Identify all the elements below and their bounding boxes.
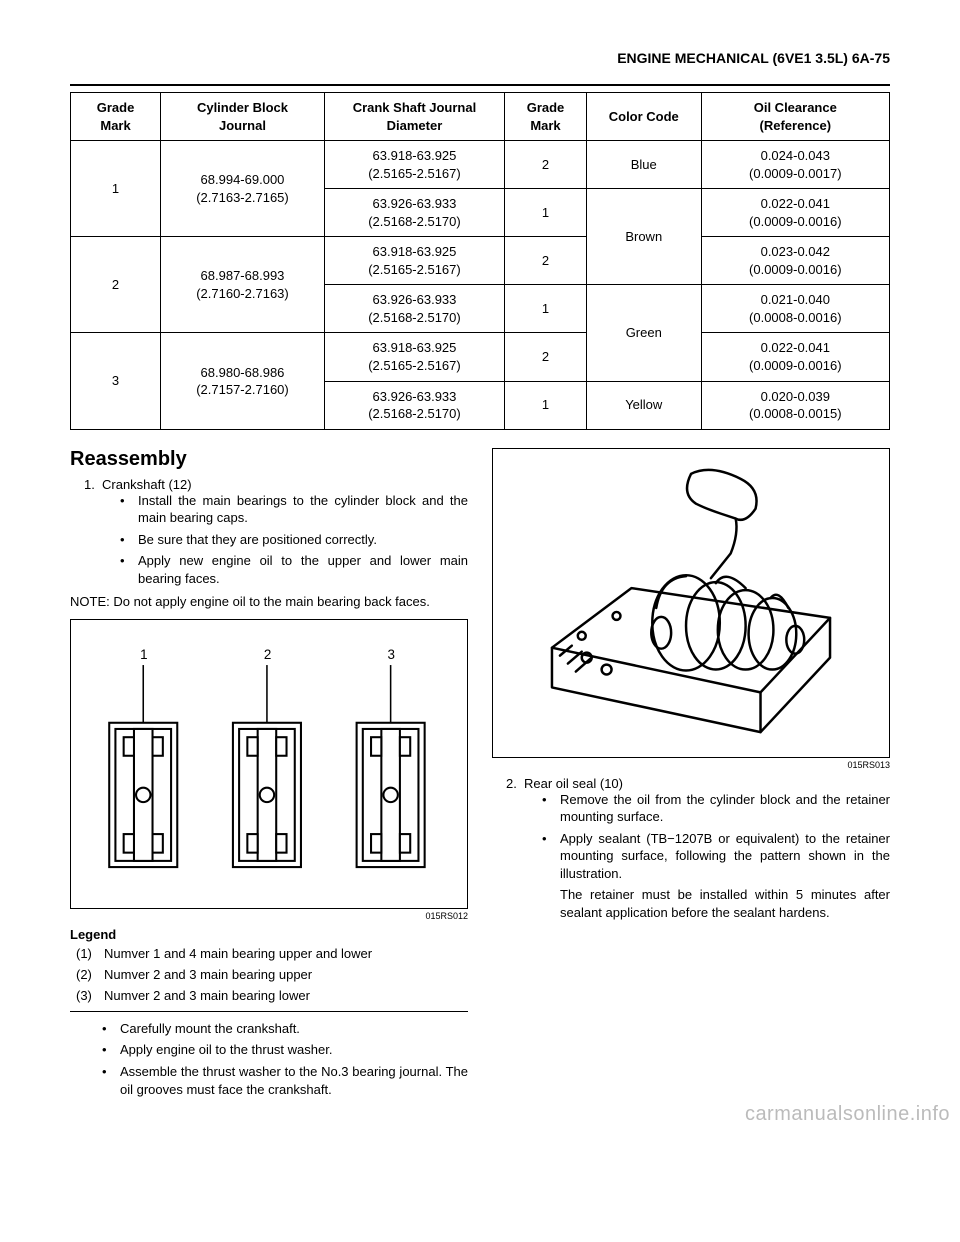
bullet: Apply engine oil to the thrust washer. [102,1041,468,1059]
step-2: 2. Rear oil seal (10) Remove the oil fro… [506,776,890,922]
cell-gm2: 1 [505,189,587,237]
cell-cbj: 68.987-68.993(2.7160-2.7163) [161,237,325,333]
cell-gm2: 1 [505,285,587,333]
bullet: Be sure that they are positioned correct… [120,531,468,549]
cell-cbj: 68.980-68.986(2.7157-2.7160) [161,333,325,429]
cell-gm1: 1 [71,141,161,237]
cell-clr: 0.020-0.039(0.0008-0.0015) [701,381,889,429]
section-title: Reassembly [70,448,468,471]
fig1-caption: 015RS012 [70,911,468,921]
body-columns: Reassembly 1. Crankshaft (12) Install th… [70,448,890,1102]
bearing-diagram-icon: 1 2 3 [81,630,457,898]
step-title: Crankshaft (12) [102,477,192,492]
figure-1: 1 2 3 [70,619,468,909]
cell-color: Green [586,285,701,381]
fig1-label-3: 3 [388,647,395,662]
cell-color: Blue [586,141,701,189]
legend-title: Legend [70,927,468,942]
table-row: 1 68.994-69.000(2.7163-2.7165) 63.918-63… [71,141,890,189]
cell-csjd: 63.926-63.933(2.5168-2.5170) [324,381,504,429]
legend-item: (1)Numver 1 and 4 main bearing upper and… [76,946,468,961]
table-row: 2 68.987-68.993(2.7160-2.7163) 63.918-63… [71,237,890,285]
step-num: 2. [506,776,517,791]
cell-csjd: 63.918-63.925(2.5165-2.5167) [324,333,504,381]
divider [70,1011,468,1012]
cell-color: Brown [586,189,701,285]
legend-item: (2)Numver 2 and 3 main bearing upper [76,967,468,982]
cell-csjd: 63.918-63.925(2.5165-2.5167) [324,237,504,285]
cell-gm2: 2 [505,237,587,285]
cell-cbj: 68.994-69.000(2.7163-2.7165) [161,141,325,237]
cell-clr: 0.021-0.040(0.0008-0.0016) [701,285,889,333]
fig2-caption: 015RS013 [492,760,890,770]
fig1-label-2: 2 [264,647,271,662]
th-color-code: Color Code [586,93,701,141]
legend-item: (3)Numver 2 and 3 main bearing lower [76,988,468,1003]
page-header: ENGINE MECHANICAL (6VE1 3.5L) 6A-75 [70,50,890,66]
figure-2 [492,448,890,758]
cell-csjd: 63.926-63.933(2.5168-2.5170) [324,189,504,237]
cell-clr: 0.024-0.043(0.0009-0.0017) [701,141,889,189]
cell-gm2: 2 [505,141,587,189]
spec-table: GradeMark Cylinder BlockJournal Crank Sh… [70,92,890,430]
step1b-bullets: Carefully mount the crankshaft. Apply en… [70,1020,468,1098]
bullet: Apply sealant (TB−1207B or equivalent) t… [542,830,890,883]
bullet: Apply new engine oil to the upper and lo… [120,552,468,587]
cell-gm1: 3 [71,333,161,429]
step-list-2: 2. Rear oil seal (10) Remove the oil fro… [492,776,890,922]
cell-gm2: 2 [505,333,587,381]
bullet: Assemble the thrust washer to the No.3 b… [102,1063,468,1098]
cell-color: Yellow [586,381,701,429]
page: ENGINE MECHANICAL (6VE1 3.5L) 6A-75 Grad… [0,0,960,1132]
legend-list: (1)Numver 1 and 4 main bearing upper and… [70,946,468,1003]
cell-clr: 0.022-0.041(0.0009-0.0016) [701,333,889,381]
note-text: NOTE: Do not apply engine oil to the mai… [70,593,468,611]
left-column: Reassembly 1. Crankshaft (12) Install th… [70,448,468,1102]
step-num: 1. [84,477,95,492]
th-oil-clearance: Oil Clearance(Reference) [701,93,889,141]
crankshaft-assembly-icon [503,459,879,747]
cell-csjd: 63.926-63.933(2.5168-2.5170) [324,285,504,333]
step2-bullets: Remove the oil from the cylinder block a… [524,791,890,883]
step-title: Rear oil seal (10) [524,776,623,791]
th-grade-mark-2: GradeMark [505,93,587,141]
table-header-row: GradeMark Cylinder BlockJournal Crank Sh… [71,93,890,141]
step2-follow: The retainer must be installed within 5 … [524,886,890,921]
step1-bullets: Install the main bearings to the cylinde… [102,492,468,588]
th-grade-mark-1: GradeMark [71,93,161,141]
cell-csjd: 63.918-63.925(2.5165-2.5167) [324,141,504,189]
th-crank-shaft-journal-diameter: Crank Shaft JournalDiameter [324,93,504,141]
cell-clr: 0.022-0.041(0.0009-0.0016) [701,189,889,237]
cell-gm2: 1 [505,381,587,429]
step-1: 1. Crankshaft (12) Install the main bear… [84,477,468,588]
bullet: Install the main bearings to the cylinde… [120,492,468,527]
bullet: Carefully mount the crankshaft. [102,1020,468,1038]
cell-gm1: 2 [71,237,161,333]
bullet: Remove the oil from the cylinder block a… [542,791,890,826]
table-row: 3 68.980-68.986(2.7157-2.7160) 63.918-63… [71,333,890,381]
right-column: 015RS013 2. Rear oil seal (10) Remove th… [492,448,890,1102]
fig1-label-1: 1 [140,647,147,662]
th-cylinder-block-journal: Cylinder BlockJournal [161,93,325,141]
header-rule [70,84,890,86]
step-list: 1. Crankshaft (12) Install the main bear… [70,477,468,588]
watermark: carmanualsonline.info [745,1103,950,1126]
cell-clr: 0.023-0.042(0.0009-0.0016) [701,237,889,285]
